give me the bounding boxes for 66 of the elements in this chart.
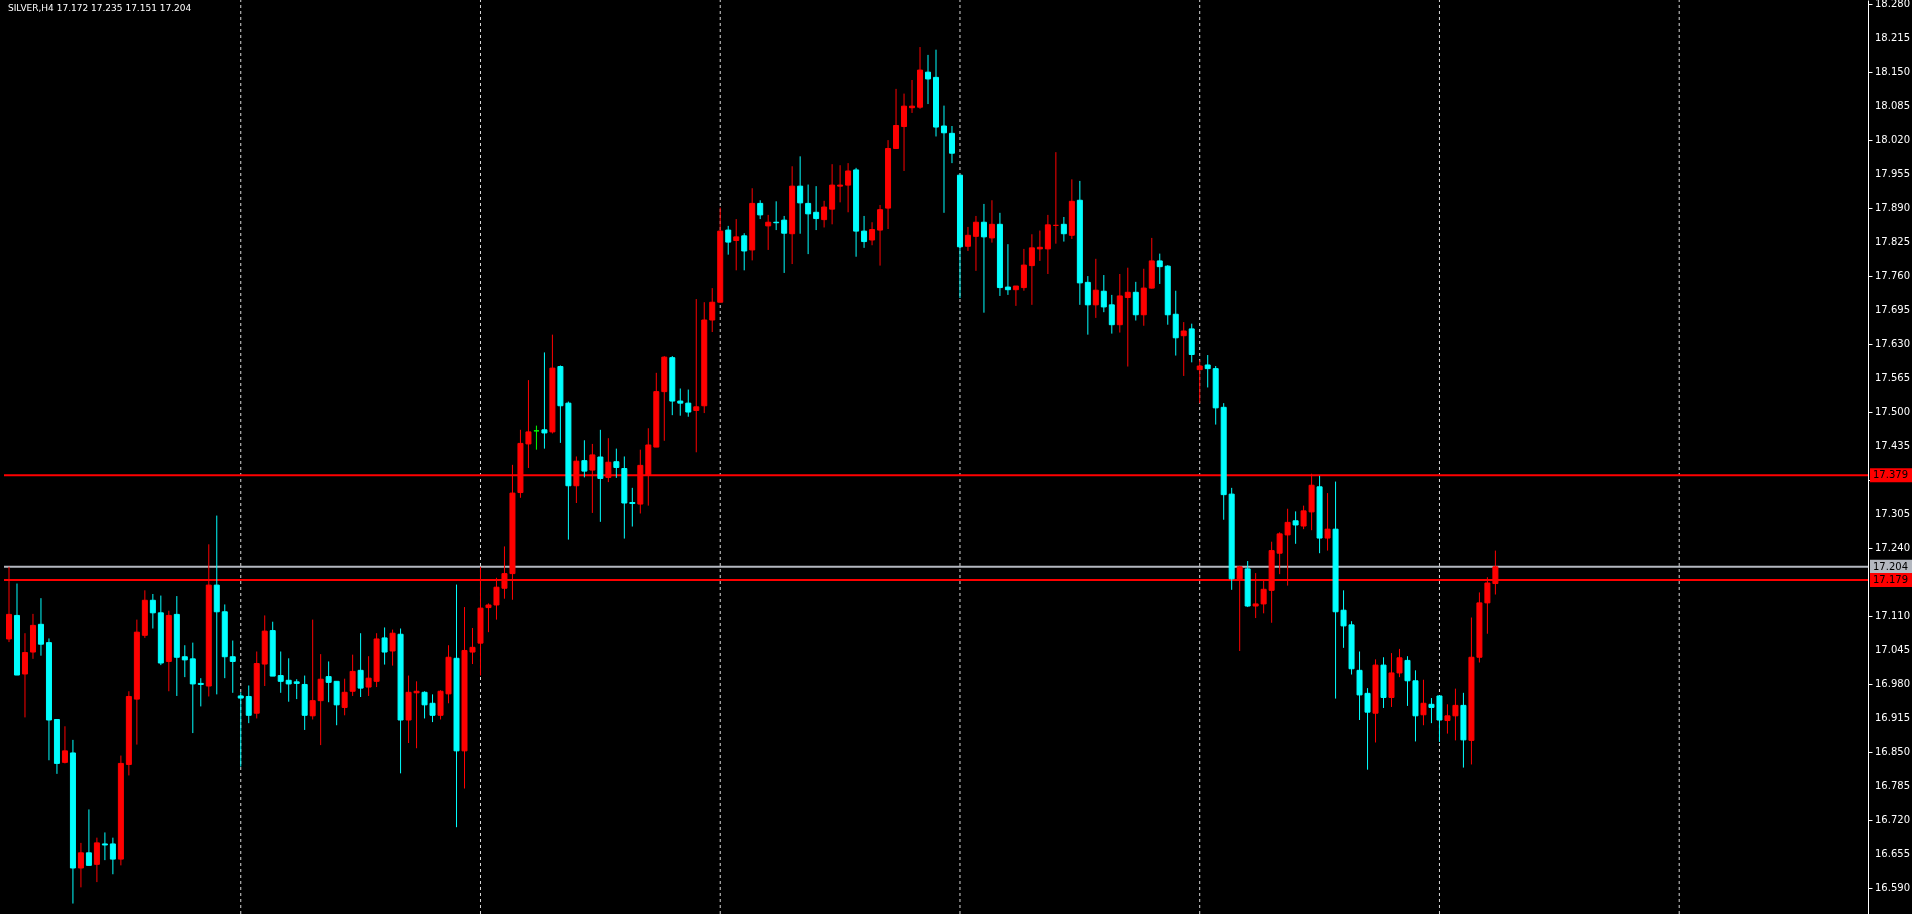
candlestick [837, 164, 844, 203]
candlestick [549, 334, 556, 434]
candlestick [1420, 679, 1427, 726]
chart-title: SILVER,H4 17.172 17.235 17.151 17.204 [8, 3, 192, 13]
candlestick [1324, 492, 1331, 552]
candlestick [685, 389, 692, 418]
y-tick-label: 16.785 [1875, 779, 1910, 791]
candlestick [381, 626, 388, 666]
y-tick-label: 16.980 [1875, 677, 1910, 689]
candlestick [677, 388, 684, 417]
candlestick [101, 831, 108, 861]
candlestick [541, 351, 548, 450]
y-tick-label: 16.590 [1875, 881, 1910, 893]
candlestick [341, 678, 348, 716]
candlestick [229, 640, 236, 694]
y-tick-label: 18.020 [1875, 134, 1910, 146]
ref-line-label: 17.379 [1873, 469, 1908, 481]
candlestick [1380, 656, 1387, 709]
candlestick [581, 439, 588, 478]
y-tick-label: 17.825 [1875, 236, 1910, 248]
y-tick-label: 17.890 [1875, 202, 1910, 214]
y-tick-label: 18.215 [1875, 32, 1910, 44]
y-tick-label: 17.955 [1875, 168, 1910, 180]
candlestick [1292, 510, 1299, 545]
candlestick [181, 644, 188, 678]
candlestick [237, 691, 244, 768]
ref-line-label: 17.179 [1873, 573, 1908, 585]
y-tick-label: 18.280 [1875, 0, 1910, 10]
y-tick-label: 17.760 [1875, 270, 1910, 282]
candlestick [453, 584, 460, 828]
candlestick [1460, 692, 1467, 769]
y-tick-label: 16.720 [1875, 813, 1910, 825]
candlestick [349, 654, 356, 697]
y-tick-label: 17.240 [1875, 541, 1910, 553]
y-tick-label: 17.435 [1875, 440, 1910, 452]
candlestick [397, 628, 404, 774]
y-tick-label: 17.630 [1875, 338, 1910, 350]
y-tick-label: 17.500 [1875, 406, 1910, 418]
candlestick [725, 225, 732, 256]
y-tick-label: 18.150 [1875, 66, 1910, 78]
candlestick [629, 487, 636, 528]
candlestick [1180, 321, 1187, 377]
candlestick [765, 214, 772, 251]
y-tick-label: 16.915 [1875, 711, 1910, 723]
candlestick [1372, 658, 1379, 743]
y-tick-label: 18.085 [1875, 100, 1910, 112]
y-tick-label: 17.565 [1875, 372, 1910, 384]
y-tick-label: 17.305 [1875, 507, 1910, 519]
candlestick [1316, 475, 1323, 554]
y-tick-label: 17.045 [1875, 643, 1910, 655]
candlestick [293, 678, 300, 700]
candlestick [597, 429, 604, 523]
candlestick [285, 657, 292, 703]
candlestick [357, 632, 364, 698]
candlestick [781, 215, 788, 274]
y-tick-label: 16.850 [1875, 745, 1910, 757]
candlestick [389, 629, 396, 667]
y-tick-label: 17.695 [1875, 304, 1910, 316]
y-tick-label: 16.655 [1875, 847, 1910, 859]
candlestick [1204, 354, 1211, 388]
y-tick-label: 17.110 [1875, 609, 1910, 621]
candlestick [197, 677, 204, 707]
candlestick [733, 218, 740, 271]
ref-line-label: 17.204 [1873, 560, 1908, 572]
candlestick [1196, 359, 1203, 404]
candlestick [693, 298, 700, 453]
